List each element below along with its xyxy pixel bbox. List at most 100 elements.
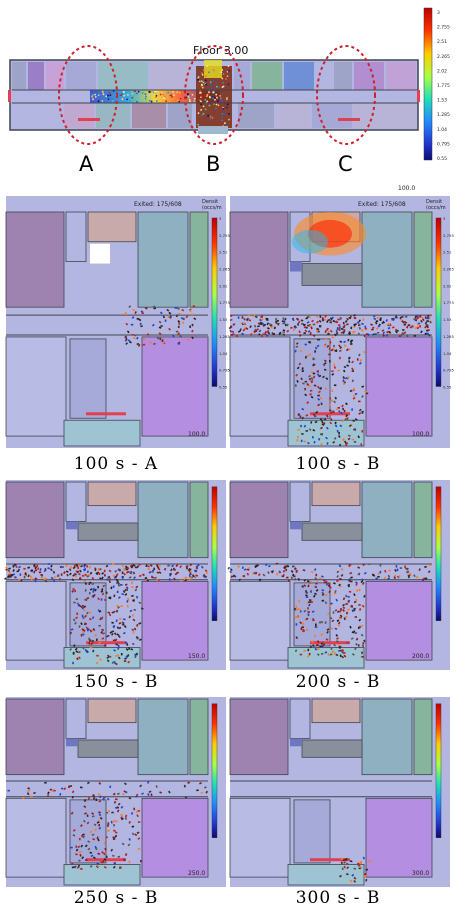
agent	[308, 315, 312, 319]
agent	[353, 388, 356, 391]
agent	[379, 570, 382, 574]
agent	[252, 314, 256, 318]
overview-colorbar-ticks: 32.7552.512.2652.021.7751.531.2851.040.7…	[437, 10, 450, 162]
agent	[413, 334, 417, 337]
agent	[308, 428, 312, 432]
agent	[103, 598, 107, 602]
agent	[248, 566, 251, 570]
agent	[107, 809, 111, 813]
room	[289, 481, 311, 522]
agent	[83, 565, 86, 568]
agent	[250, 333, 253, 336]
agent	[88, 638, 92, 642]
agent	[312, 375, 316, 379]
agent	[47, 563, 51, 566]
agent	[375, 320, 379, 322]
agent	[103, 644, 107, 648]
agent	[324, 651, 328, 654]
agent	[131, 642, 135, 646]
agent	[118, 622, 122, 625]
agent	[80, 867, 83, 871]
agent	[327, 653, 330, 657]
agent	[253, 324, 257, 328]
agent	[358, 412, 362, 415]
agent	[371, 328, 374, 331]
agent	[175, 314, 179, 318]
agent	[348, 356, 351, 360]
agent	[166, 308, 170, 312]
agent	[331, 372, 335, 376]
agent	[351, 609, 354, 613]
occupant-dot	[109, 94, 112, 97]
agent	[324, 330, 327, 333]
agent	[398, 575, 401, 578]
agent	[89, 851, 93, 854]
agent	[132, 308, 136, 312]
agent	[342, 379, 345, 382]
occupant-dot	[173, 94, 175, 96]
agent	[321, 423, 325, 427]
agent	[347, 584, 350, 588]
agent	[323, 368, 327, 371]
occupant-dot	[148, 90, 151, 93]
agent	[266, 322, 270, 326]
agent	[138, 622, 142, 625]
agent	[338, 349, 342, 352]
agent	[347, 600, 350, 604]
colorbar-tick-label: 1.53	[437, 98, 447, 104]
room	[365, 580, 433, 661]
agent	[427, 329, 430, 332]
agent	[167, 314, 171, 318]
agent	[329, 653, 333, 656]
occupant-dot	[165, 92, 167, 95]
agent	[135, 585, 139, 589]
agent	[346, 317, 349, 321]
agent	[95, 798, 98, 802]
agent	[97, 597, 101, 601]
agent	[84, 844, 88, 848]
timestamp: 250.0	[188, 870, 205, 877]
agent	[72, 566, 76, 570]
agent	[270, 570, 274, 574]
agent	[98, 577, 102, 580]
caption-panel-2: 100 s - B	[295, 454, 381, 474]
occupant-dot	[154, 90, 157, 93]
agent	[105, 811, 109, 814]
agent	[295, 373, 299, 377]
agent	[315, 329, 319, 333]
agent	[246, 568, 250, 571]
agent	[319, 396, 322, 400]
agent	[303, 578, 307, 582]
agent	[242, 328, 246, 332]
agent	[394, 569, 397, 572]
agent	[295, 605, 298, 608]
occupant-dot	[200, 86, 202, 89]
agent	[319, 577, 322, 580]
agent	[80, 622, 83, 626]
agent	[146, 333, 150, 336]
agent	[95, 572, 99, 576]
agent	[330, 627, 334, 630]
agent	[315, 582, 318, 585]
agent	[344, 616, 348, 618]
agent	[113, 819, 116, 823]
agent	[106, 797, 110, 801]
agent	[295, 623, 298, 626]
agent	[300, 319, 304, 322]
agent	[340, 328, 344, 330]
agent	[110, 586, 113, 590]
agent	[314, 346, 318, 350]
agent	[132, 630, 135, 634]
occupant-dot	[222, 124, 225, 127]
occupant-dot	[224, 104, 227, 107]
panel-6: 300.0	[229, 697, 450, 887]
agent	[294, 649, 298, 653]
agent	[71, 795, 74, 799]
agent	[414, 317, 418, 321]
panel-colorbar-tick: 1.53	[219, 317, 228, 322]
agent	[74, 589, 77, 593]
agent	[404, 567, 408, 570]
agent	[73, 865, 77, 868]
occupant-dot	[188, 98, 191, 101]
agent	[347, 338, 350, 342]
